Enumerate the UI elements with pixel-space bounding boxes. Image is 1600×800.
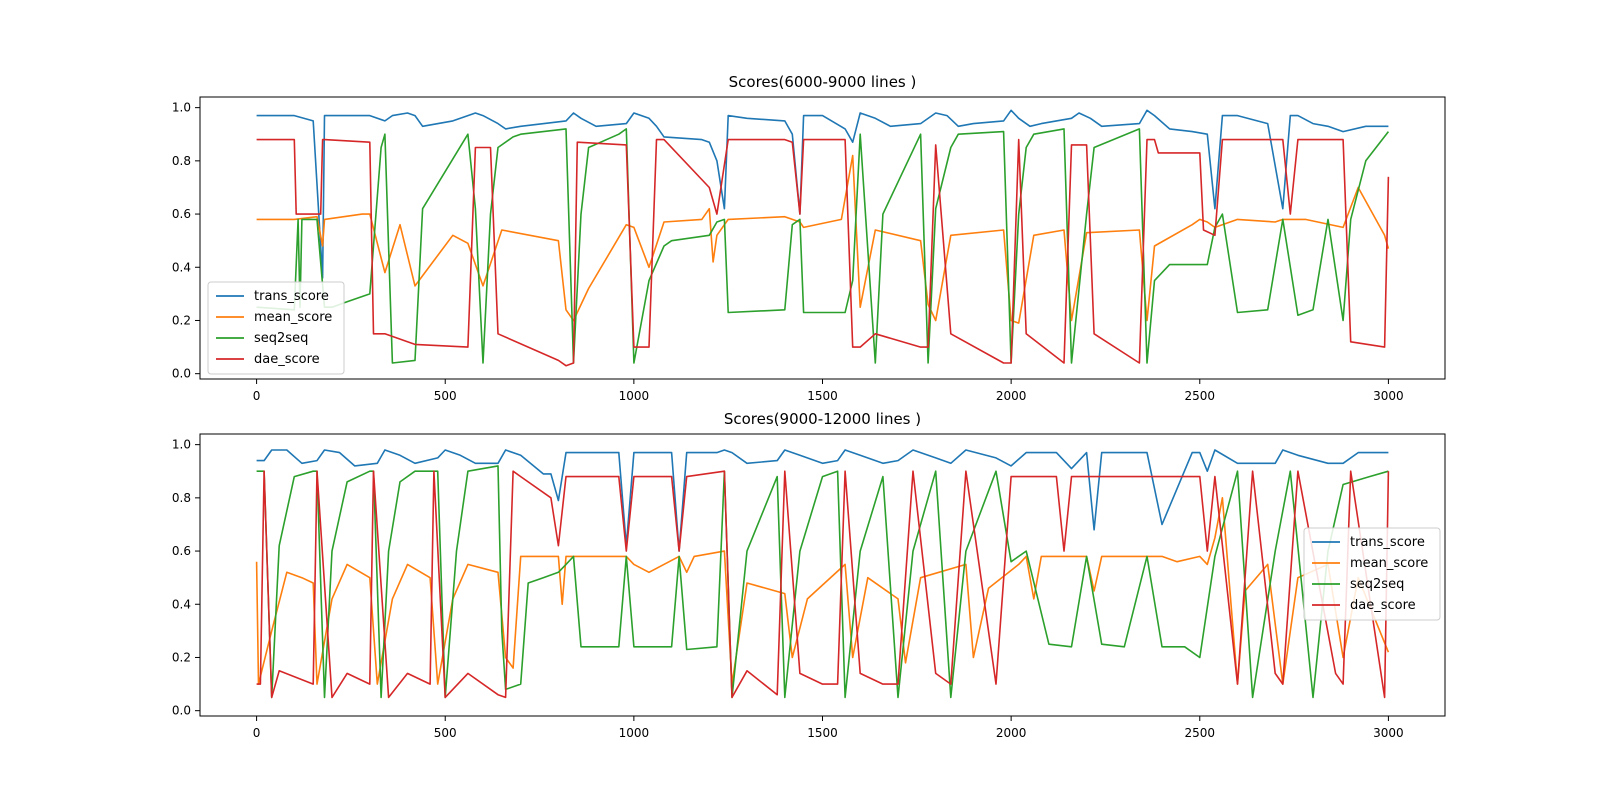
x-tick-label: 3000	[1373, 726, 1404, 740]
legend-label-mean_score: mean_score	[1350, 556, 1428, 571]
legend-label-trans_score: trans_score	[1350, 535, 1425, 550]
series-line-dae_score	[256, 470, 1390, 699]
chart-title: Scores(9000-12000 lines )	[724, 410, 921, 428]
y-tick-label: 1.0	[172, 438, 191, 452]
x-tick-label: 1500	[807, 726, 838, 740]
y-tick-label: 0.8	[172, 154, 191, 168]
legend: trans_score mean_score seq2seq dae_score	[1303, 527, 1441, 621]
legend-label-seq2seq: seq2seq	[254, 331, 308, 346]
chart-bottom: Scores(9000-12000 lines ) 0 500 1000 1500 200…	[172, 410, 1446, 740]
series-line-dae_score	[256, 138, 1390, 367]
x-tick-label: 2500	[1184, 389, 1215, 403]
series-line-seq2seq	[256, 465, 1389, 699]
y-tick-label: 0.6	[172, 207, 191, 221]
x-tick-label: 1500	[807, 389, 838, 403]
chart-top: Scores(6000-9000 lines ) 0 500 1000 1500 2000…	[172, 73, 1446, 403]
x-tick-label: 2000	[996, 726, 1027, 740]
chart-title: Scores(6000-9000 lines )	[729, 73, 917, 91]
y-tick-label: 0.4	[172, 260, 191, 274]
x-tick-label: 1000	[619, 389, 650, 403]
legend-box	[1303, 527, 1441, 621]
legend-label-seq2seq: seq2seq	[1350, 577, 1404, 592]
series-line-seq2seq	[256, 128, 1390, 364]
y-tick-label: 0.8	[172, 491, 191, 505]
y-tick-label: 0.6	[172, 544, 191, 558]
x-tick-label: 3000	[1373, 389, 1404, 403]
y-tick-label: 0.4	[172, 597, 191, 611]
legend: trans_score mean_score seq2seq dae_score	[207, 281, 345, 375]
series-line-trans_score	[256, 449, 1389, 552]
y-tick-label: 1.0	[172, 101, 191, 115]
series-line-mean_score	[255, 496, 1390, 685]
series-line-mean_score	[256, 154, 1390, 324]
x-tick-label: 2000	[996, 389, 1027, 403]
x-tick-label: 500	[434, 389, 457, 403]
legend-box	[207, 281, 345, 375]
y-tick-label: 0.2	[172, 650, 191, 664]
y-tick-label: 0.0	[172, 367, 191, 381]
y-tick-label: 0.0	[172, 704, 191, 718]
x-tick-label: 0	[253, 389, 261, 403]
legend-label-mean_score: mean_score	[254, 310, 332, 325]
series-line-trans_score	[256, 109, 1389, 279]
x-tick-label: 0	[253, 726, 261, 740]
legend-label-dae_score: dae_score	[254, 352, 320, 367]
x-tick-label: 2500	[1184, 726, 1215, 740]
x-tick-label: 500	[434, 726, 457, 740]
legend-label-dae_score: dae_score	[1350, 598, 1416, 613]
y-tick-label: 0.2	[172, 313, 191, 327]
x-tick-label: 1000	[619, 726, 650, 740]
legend-label-trans_score: trans_score	[254, 289, 329, 304]
